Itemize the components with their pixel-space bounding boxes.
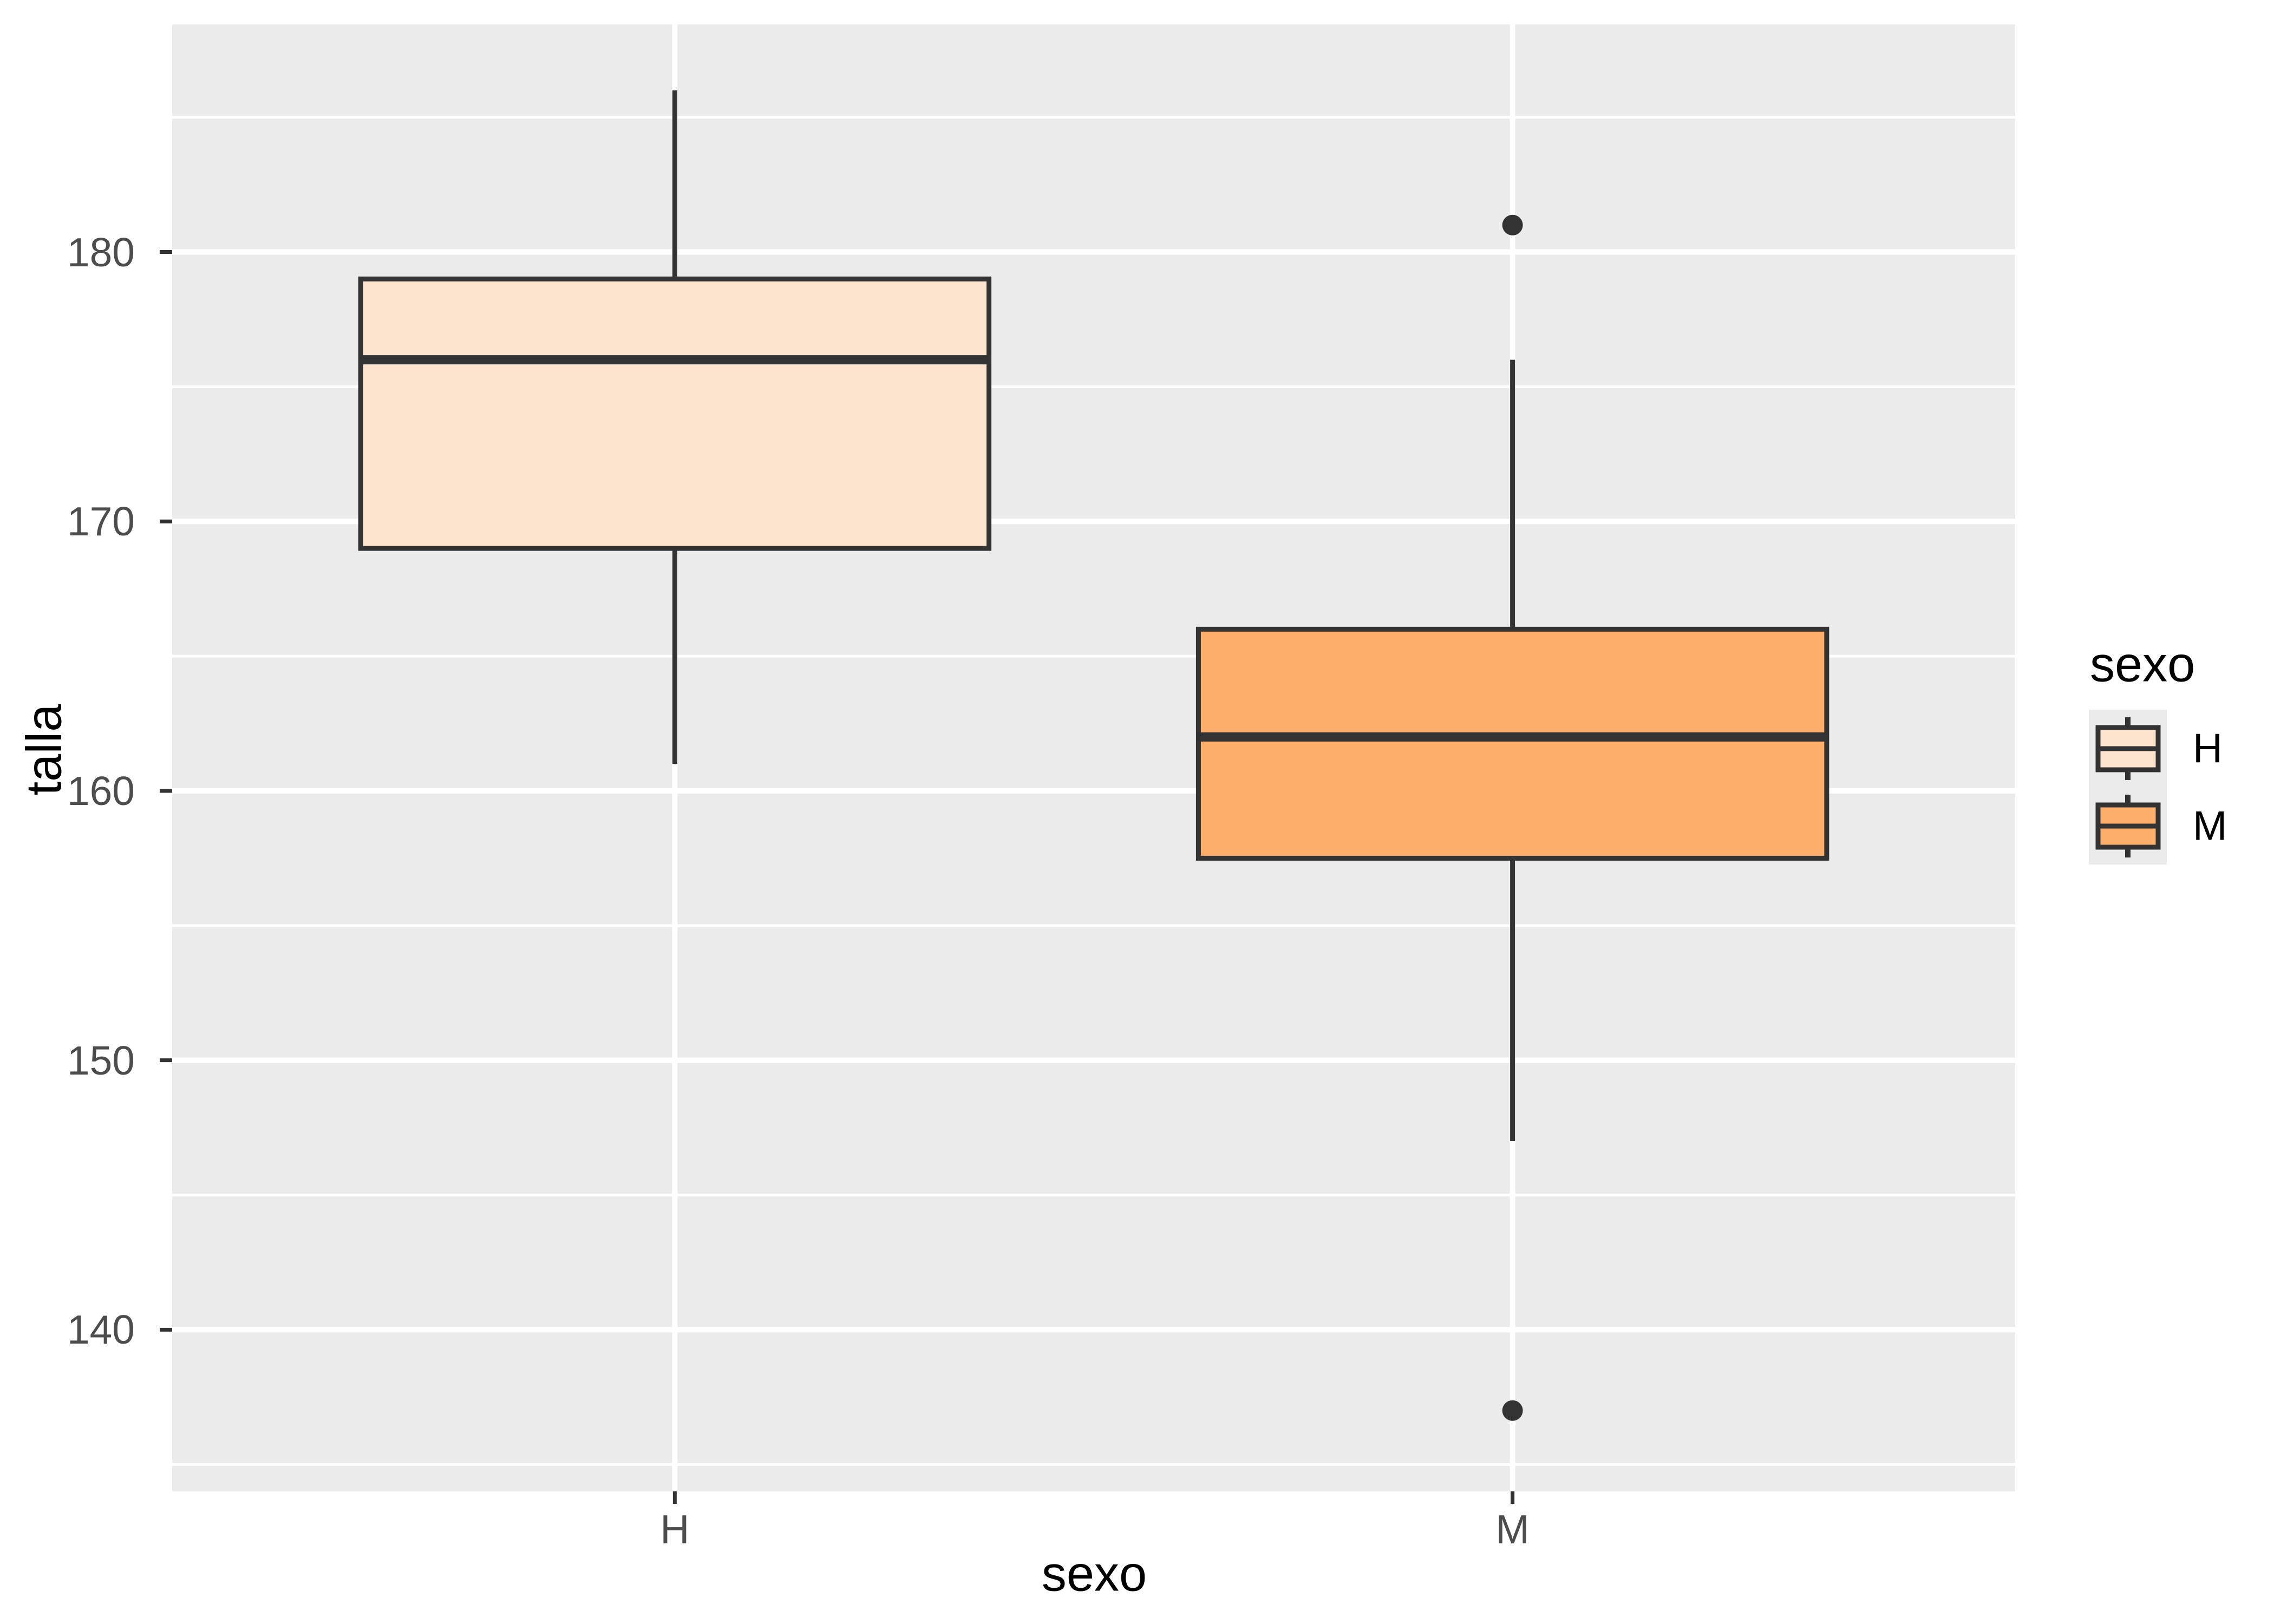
legend-key-boxplot-icon (2089, 710, 2167, 787)
y-tick-label: 140 (67, 1307, 135, 1353)
legend-label: M (2193, 803, 2227, 849)
legend-entry-H: H (2089, 710, 2273, 787)
outlier-point-M (1502, 214, 1523, 235)
y-tick-label: 180 (67, 229, 135, 275)
legend-label: H (2193, 725, 2223, 771)
legend-title: sexo (2090, 637, 2195, 692)
y-axis-title: talla (16, 704, 72, 796)
outlier-point-M (1502, 1400, 1523, 1421)
y-tick-label: 160 (67, 768, 135, 814)
y-tick-label: 170 (67, 499, 135, 545)
box-M (1195, 626, 1829, 861)
box-H (358, 276, 992, 551)
x-tick-label: H (660, 1507, 690, 1552)
x-tick-label: M (1495, 1507, 1530, 1552)
x-axis-title: sexo (1041, 1546, 1147, 1602)
y-tick-label: 150 (67, 1037, 135, 1083)
legend-key-boxplot-icon (2089, 787, 2167, 865)
legend-entry-M: M (2089, 787, 2273, 865)
